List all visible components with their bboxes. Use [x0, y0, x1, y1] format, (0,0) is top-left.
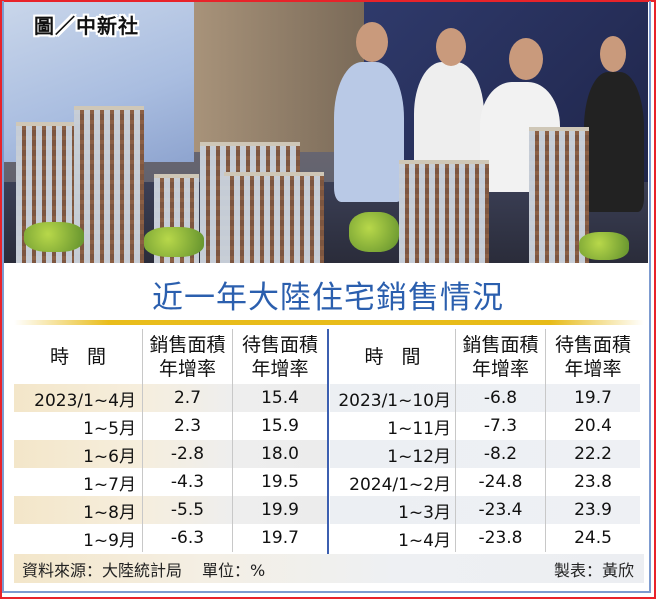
cell-unsold-yoy: 22.2 [545, 440, 640, 468]
table-row: 1~9月 -6.3 19.7 [14, 524, 327, 552]
cell-sales-yoy: -23.4 [455, 496, 545, 524]
header-unsold-area-yoy: 待售面積 年增率 [545, 329, 640, 384]
header-line: 年增率 [564, 357, 622, 380]
cell-period: 2023/1~10月 [338, 390, 451, 411]
table-row: 1~3月 -23.4 23.9 [330, 496, 640, 524]
cell-sales-yoy: -23.8 [455, 524, 545, 552]
cell-period: 2023/1~4月 [34, 390, 136, 411]
table-maker-credit: 製表：黃欣 [553, 560, 634, 580]
table-row: 2024/1~2月 -24.8 23.8 [330, 468, 640, 496]
cell-period: 1~8月 [83, 502, 136, 523]
chart-title: 近一年大陸住宅銷售情況 [152, 280, 504, 316]
header-sales-area-yoy: 銷售面積 年增率 [142, 329, 232, 384]
cell-period: 1~4月 [398, 530, 451, 551]
cell-unsold-yoy: 19.7 [232, 524, 327, 552]
cell-sales-yoy: -5.5 [142, 496, 232, 524]
header-line: 待售面積 [241, 333, 318, 356]
cell-unsold-yoy: 15.4 [232, 384, 327, 412]
cell-unsold-yoy: 19.9 [232, 496, 327, 524]
title-underline [14, 320, 644, 325]
cell-sales-yoy: 2.3 [142, 412, 232, 440]
table-row: 1~5月 2.3 15.9 [14, 412, 327, 440]
cell-period: 1~11月 [387, 418, 451, 439]
source-note: 資料來源：大陸統計局 單位：% [14, 557, 265, 581]
table-footer: 資料來源：大陸統計局 單位：% 製表：黃欣 [14, 554, 644, 583]
cell-sales-yoy: -24.8 [455, 468, 545, 496]
news-photo: 圖／中新社 [4, 2, 648, 263]
table-row: 1~8月 -5.5 19.9 [14, 496, 327, 524]
cell-period: 1~3月 [398, 502, 451, 523]
header-line: 年增率 [471, 357, 529, 380]
photo-person-salesman [334, 62, 404, 202]
cell-sales-yoy: -6.3 [142, 524, 232, 552]
cell-unsold-yoy: 18.0 [232, 440, 327, 468]
header-line: 年增率 [251, 357, 309, 380]
header-time: 時間 [364, 345, 439, 368]
table-row: 1~4月 -23.8 24.5 [330, 524, 640, 552]
photo-model-building [399, 160, 489, 263]
header-line: 銷售面積 [462, 333, 539, 356]
cell-sales-yoy: -7.3 [455, 412, 545, 440]
cell-sales-yoy: -8.2 [455, 440, 545, 468]
photo-person-girl [584, 72, 644, 212]
cell-period: 1~12月 [387, 446, 451, 467]
header-line: 年增率 [158, 357, 216, 380]
table-row: 2023/1~4月 2.7 15.4 [14, 384, 327, 412]
inner-border [2, 1, 651, 593]
unit-note: 單位：% [202, 560, 266, 580]
photo-credit: 圖／中新社 [34, 14, 139, 38]
table-header: 時間 銷售面積 年增率 待售面積 年增率 [330, 329, 640, 384]
table-header: 時間 銷售面積 年增率 待售面積 年增率 [14, 329, 327, 384]
cell-unsold-yoy: 24.5 [545, 524, 640, 552]
photo-model-trees [579, 232, 629, 260]
cell-sales-yoy: -4.3 [142, 468, 232, 496]
photo-model-trees [144, 227, 204, 257]
cell-unsold-yoy: 23.8 [545, 468, 640, 496]
photo-person-head [600, 36, 626, 72]
photo-person-head [436, 28, 466, 66]
cell-period: 2024/1~2月 [349, 474, 451, 495]
cell-period: 1~5月 [83, 418, 136, 439]
cell-sales-yoy: 2.7 [142, 384, 232, 412]
cell-unsold-yoy: 15.9 [232, 412, 327, 440]
cell-period: 1~6月 [83, 446, 136, 467]
cell-unsold-yoy: 19.7 [545, 384, 640, 412]
cell-unsold-yoy: 23.9 [545, 496, 640, 524]
photo-model-trees [349, 212, 399, 252]
table-row: 1~11月 -7.3 20.4 [330, 412, 640, 440]
header-sales-area-yoy: 銷售面積 年增率 [455, 329, 545, 384]
data-table-left: 時間 銷售面積 年增率 待售面積 年增率 2023/1~4月 2.7 15.4 1~… [14, 329, 327, 552]
cell-sales-yoy: -6.8 [455, 384, 545, 412]
header-unsold-area-yoy: 待售面積 年增率 [232, 329, 327, 384]
header-time: 時間 [49, 345, 124, 368]
photo-model-building [74, 106, 144, 263]
cell-unsold-yoy: 19.5 [232, 468, 327, 496]
data-source: 資料來源：大陸統計局 [22, 560, 183, 580]
cell-unsold-yoy: 20.4 [545, 412, 640, 440]
cell-period: 1~9月 [83, 530, 136, 551]
table-row: 1~6月 -2.8 18.0 [14, 440, 327, 468]
header-line: 銷售面積 [149, 333, 226, 356]
header-line: 待售面積 [554, 333, 631, 356]
photo-person-head [356, 22, 388, 62]
table-row: 1~7月 -4.3 19.5 [14, 468, 327, 496]
photo-model-building [224, 172, 324, 263]
photo-model-trees [24, 222, 84, 252]
photo-person-head [509, 38, 543, 80]
table-divider [327, 329, 329, 554]
table-row: 1~12月 -8.2 22.2 [330, 440, 640, 468]
table-row: 2023/1~10月 -6.8 19.7 [330, 384, 640, 412]
data-table-right: 時間 銷售面積 年增率 待售面積 年增率 2023/1~10月 -6.8 19.7 … [330, 329, 640, 552]
cell-period: 1~7月 [83, 474, 136, 495]
cell-sales-yoy: -2.8 [142, 440, 232, 468]
